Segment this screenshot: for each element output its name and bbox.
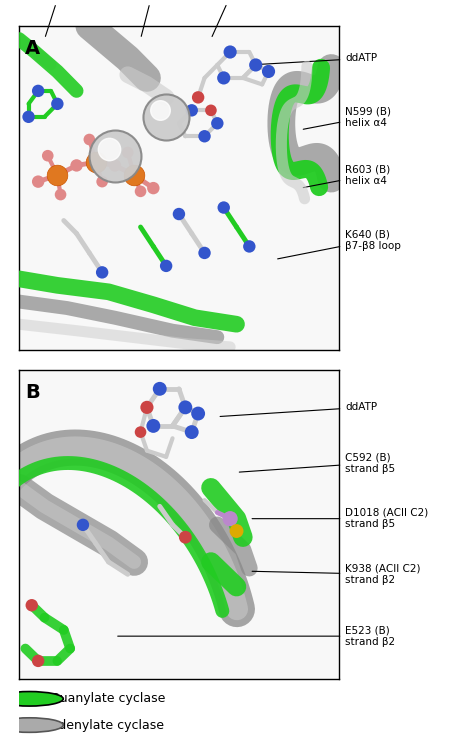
Text: D482 (A)
strand β1b: D482 (A) strand β1b — [125, 0, 182, 37]
Point — [207, 104, 215, 116]
Point — [105, 143, 112, 155]
Text: ddATP: ddATP — [252, 54, 377, 65]
Point — [54, 98, 61, 110]
Point — [137, 186, 145, 197]
Text: A: A — [26, 39, 40, 58]
Point — [188, 104, 196, 116]
Point — [175, 208, 183, 220]
Point — [201, 130, 209, 142]
Text: Guanylate cyclase: Guanylate cyclase — [50, 692, 165, 706]
Point — [86, 133, 93, 145]
Point — [124, 147, 131, 159]
Text: E523 (B)
strand β2: E523 (B) strand β2 — [118, 625, 395, 647]
Point — [99, 267, 106, 279]
Point — [35, 85, 42, 97]
Point — [54, 169, 61, 181]
Point — [130, 169, 138, 181]
Point — [92, 156, 100, 168]
Point — [92, 156, 100, 168]
Text: C592 (B)
strand β5: C592 (B) strand β5 — [239, 452, 395, 474]
Point — [201, 247, 209, 259]
Point — [252, 59, 260, 71]
Point — [220, 72, 228, 84]
Circle shape — [0, 718, 64, 732]
Point — [79, 519, 87, 530]
Point — [28, 599, 36, 611]
Point — [73, 159, 81, 171]
Text: Adenylate cyclase: Adenylate cyclase — [50, 719, 164, 732]
Text: K938 (ACII C2)
strand β2: K938 (ACII C2) strand β2 — [252, 563, 421, 585]
Point — [111, 150, 118, 162]
Point — [246, 241, 253, 253]
Text: B: B — [26, 383, 40, 402]
Point — [150, 182, 157, 194]
Point — [143, 402, 151, 413]
Point — [162, 260, 170, 272]
Point — [188, 426, 196, 438]
Text: ddATP: ddATP — [220, 402, 377, 416]
Point — [264, 66, 272, 77]
Point — [182, 531, 189, 543]
Point — [220, 202, 228, 214]
Point — [194, 408, 202, 419]
Text: D527 (A)
β2-β3 loop: D527 (A) β2-β3 loop — [205, 0, 261, 37]
Point — [111, 159, 118, 171]
Text: D1018 (ACII C2)
strand β5: D1018 (ACII C2) strand β5 — [252, 508, 428, 530]
Point — [150, 420, 157, 432]
Point — [227, 513, 234, 524]
Point — [54, 169, 61, 181]
Point — [227, 46, 234, 58]
Circle shape — [0, 691, 64, 706]
Text: K640 (B)
β7-β8 loop: K640 (B) β7-β8 loop — [278, 229, 401, 259]
Point — [162, 111, 170, 123]
Point — [156, 104, 164, 116]
Point — [99, 176, 106, 188]
Point — [182, 402, 189, 413]
Text: R603 (B)
helix α4: R603 (B) helix α4 — [303, 165, 391, 188]
Point — [194, 92, 202, 104]
Point — [213, 117, 221, 129]
Point — [44, 150, 52, 162]
Text: N599 (B)
helix α4: N599 (B) helix α4 — [303, 106, 392, 129]
Point — [137, 426, 145, 438]
Point — [35, 655, 42, 667]
Point — [233, 525, 240, 537]
Text: R571 (A)
strand β4a: R571 (A) strand β4a — [32, 0, 89, 37]
Point — [156, 383, 164, 395]
Point — [25, 111, 32, 123]
Point — [57, 188, 64, 200]
Point — [130, 169, 138, 181]
Point — [35, 176, 42, 188]
